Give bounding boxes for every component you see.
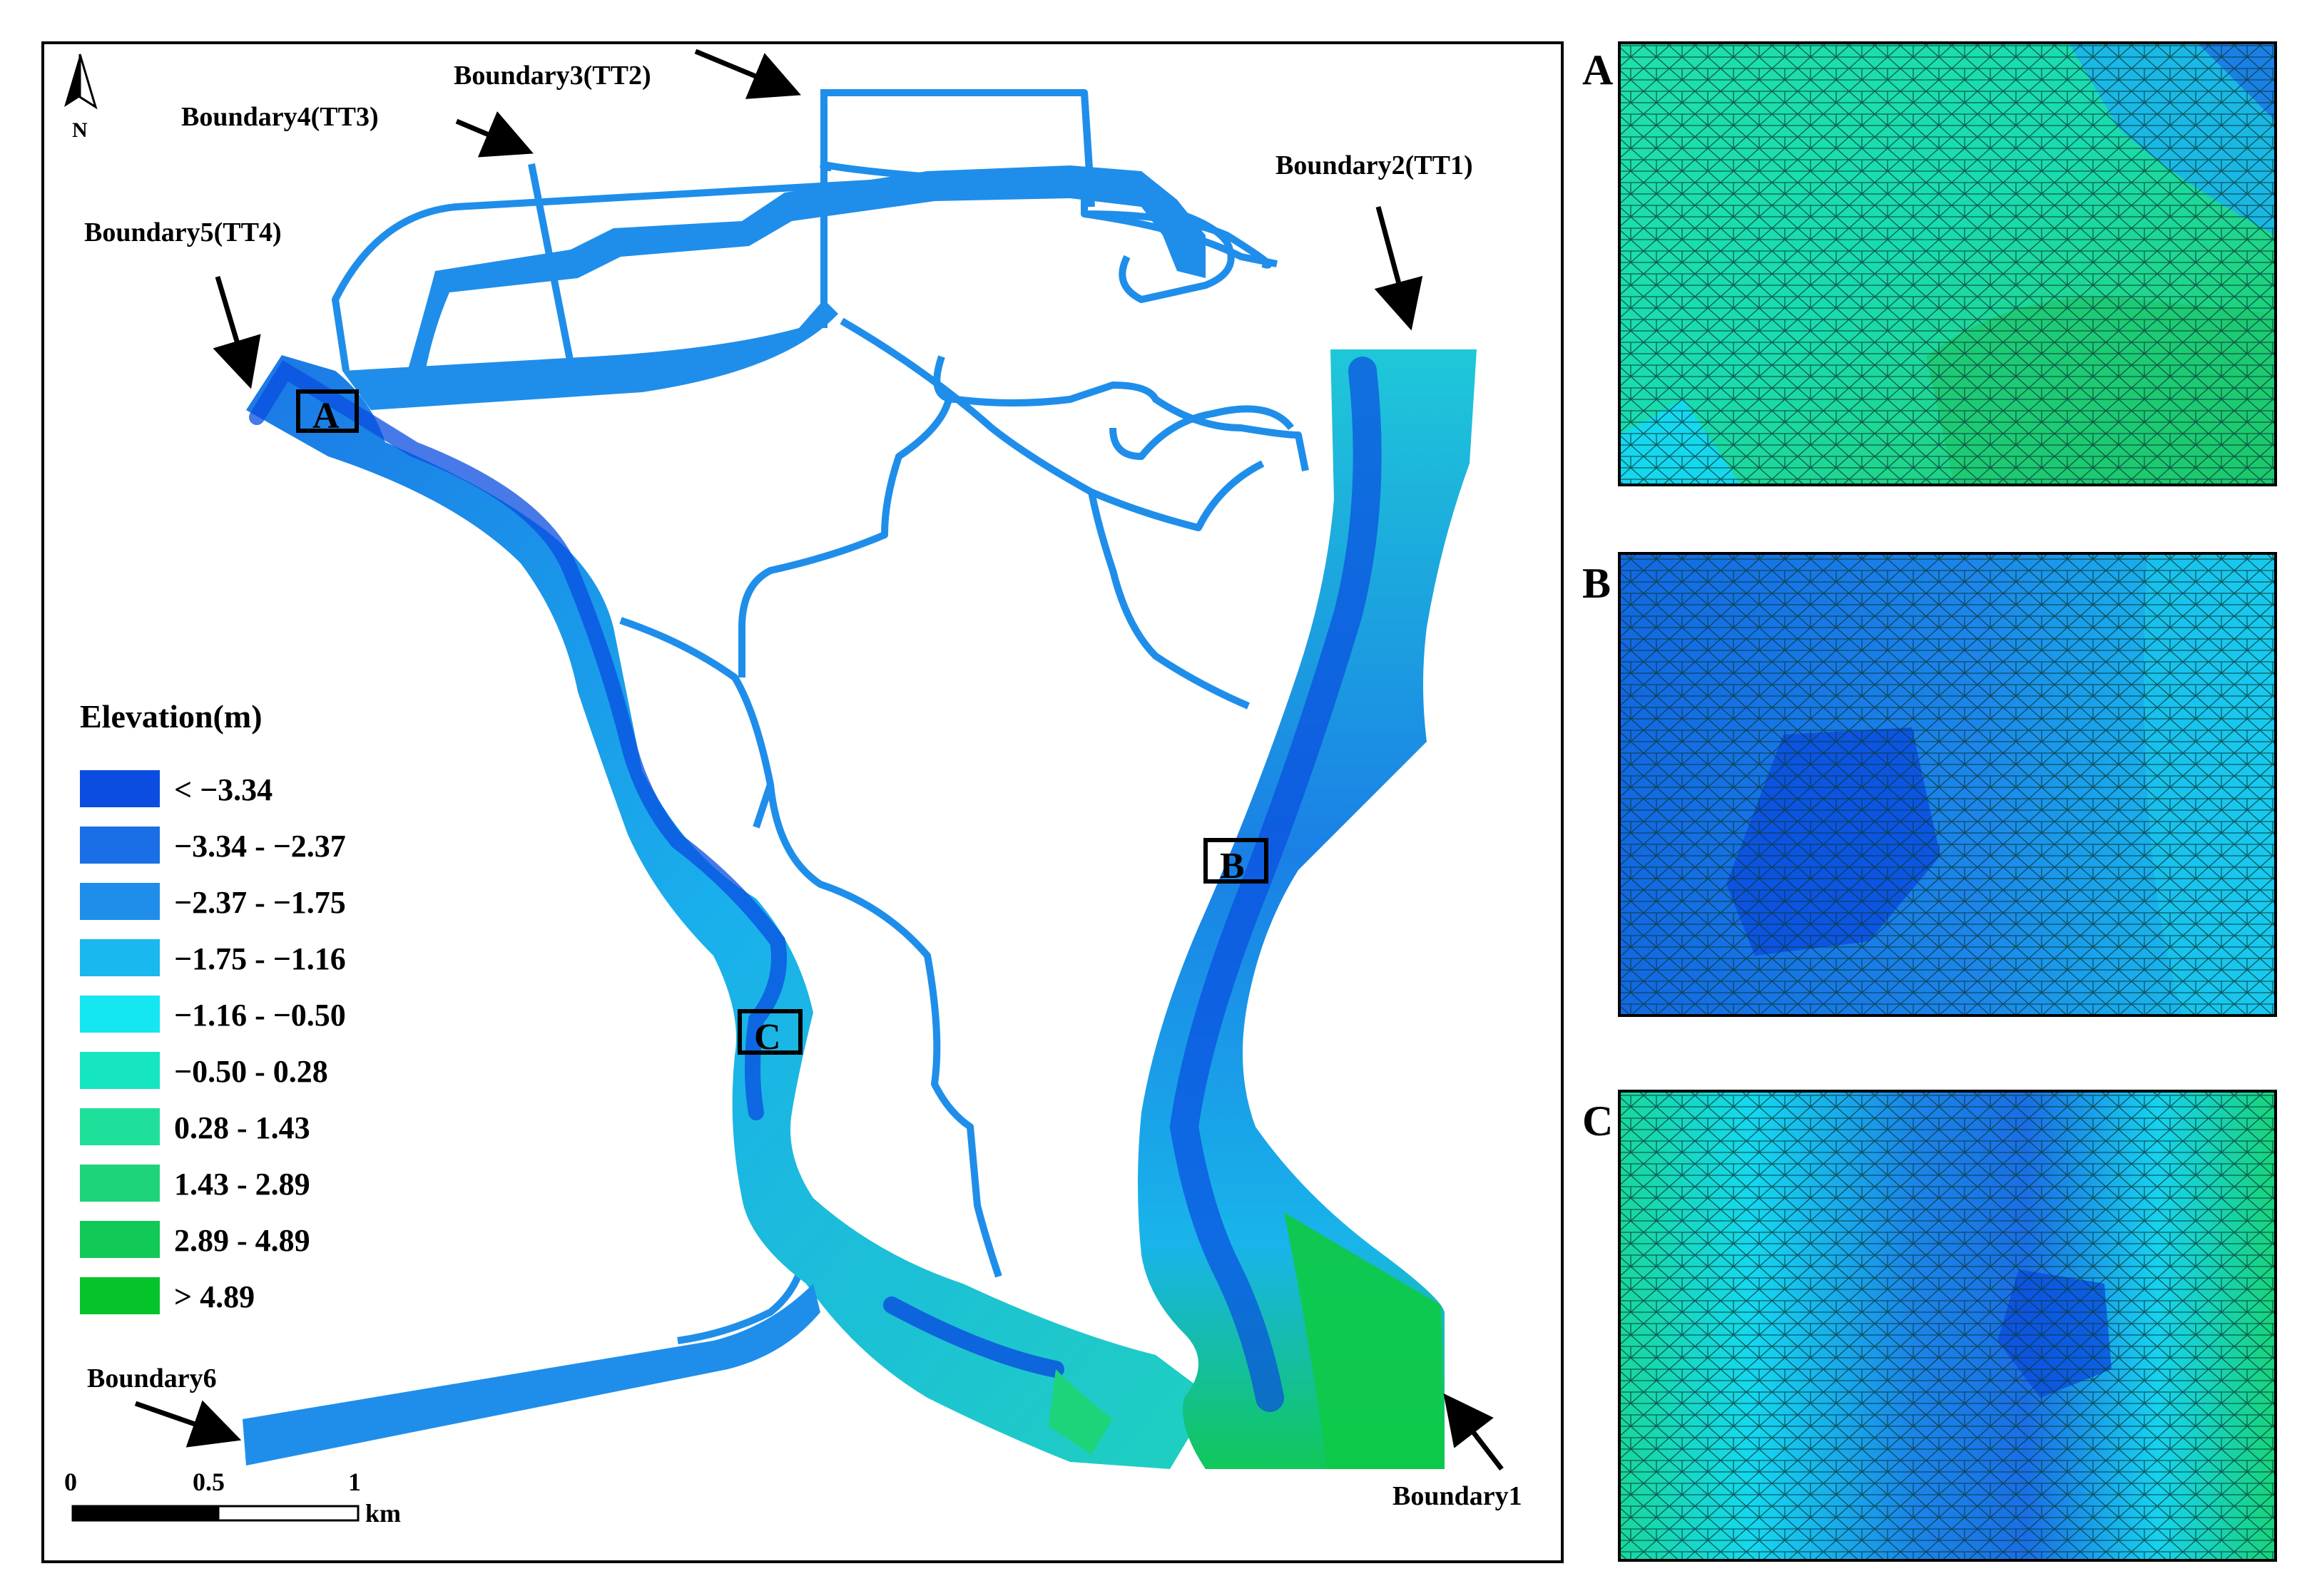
zoom-box-c: C [738, 1009, 803, 1058]
legend-label: −0.50 - 0.28 [174, 1054, 328, 1089]
scale-tick-1: 1 [348, 1468, 361, 1496]
boundary1-arrow-icon [1443, 1393, 1504, 1471]
boundary5-arrow-icon [213, 275, 261, 389]
legend-label: −3.34 - −2.37 [174, 829, 346, 864]
scale-tick-0-5: 0.5 [193, 1468, 225, 1496]
boundary4-arrow-icon [455, 111, 534, 158]
boundary2-arrow-icon [1374, 206, 1423, 331]
boundary5-label: Boundary5(TT4) [84, 218, 282, 247]
north-arrow-icon: N [64, 53, 98, 142]
zoom-box-b: B [1203, 838, 1268, 886]
boundary3-label: Boundary3(TT2) [454, 61, 651, 91]
legend-label: −1.75 - −1.16 [174, 941, 346, 976]
panel-a-label: A [1582, 46, 1613, 93]
legend-swatch [80, 939, 160, 976]
panel-a: A [1582, 41, 2277, 486]
legend-swatch [80, 827, 160, 864]
boundary3-arrow-icon [694, 48, 801, 99]
panel-b: B [1582, 552, 2277, 1017]
panel-b-label: B [1582, 560, 1611, 607]
boundary6-arrow-icon [134, 1400, 242, 1448]
legend-swatch [80, 996, 160, 1033]
zoom-box-a: A [296, 389, 359, 436]
boundary6-label: Boundary6 [87, 1364, 217, 1393]
boundary4-label: Boundary4(TT3) [181, 102, 379, 132]
legend-title: Elevation(m) [80, 698, 263, 735]
zoom-box-b-label: B [1220, 846, 1245, 886]
legend-swatch [80, 1165, 160, 1202]
elevation-legend: Elevation(m) < −3.34 −3.34 - −2.37 −2.37 -… [80, 698, 346, 1314]
boundary1-label: Boundary1 [1392, 1481, 1522, 1511]
scale-tick-0: 0 [64, 1468, 77, 1496]
legend-label: 1.43 - 2.89 [174, 1167, 310, 1202]
legend-label: −1.16 - −0.50 [174, 998, 346, 1033]
legend-swatch [80, 883, 160, 920]
legend-swatch [80, 1277, 160, 1314]
main-canal [342, 165, 1206, 410]
panel-c: C [1582, 1090, 2277, 1562]
west-river-channel [246, 355, 1213, 1469]
north-label: N [72, 118, 88, 142]
panel-c-label: C [1582, 1098, 1613, 1145]
legend-swatch [80, 1108, 160, 1145]
legend-label: < −3.34 [174, 772, 273, 807]
boundary-labels: Boundary3(TT2) Boundary4(TT3) Boundary2(… [84, 48, 1522, 1511]
scale-bar: 0 0.5 1 km [64, 1468, 401, 1528]
legend-label: > 4.89 [174, 1279, 255, 1314]
boundary2-label: Boundary2(TT1) [1275, 150, 1473, 180]
zoom-box-c-label: C [754, 1017, 781, 1058]
legend-label: 0.28 - 1.43 [174, 1110, 310, 1145]
legend-swatch [80, 770, 160, 807]
legend-swatch [80, 1052, 160, 1089]
east-river-channel [1138, 349, 1477, 1469]
scale-unit: km [365, 1499, 401, 1528]
zoom-box-a-label: A [312, 396, 340, 436]
legend-swatch [80, 1221, 160, 1258]
legend-label: 2.89 - 4.89 [174, 1223, 310, 1258]
boundary6-canal [243, 1284, 820, 1465]
legend-label: −2.37 - −1.75 [174, 885, 346, 920]
